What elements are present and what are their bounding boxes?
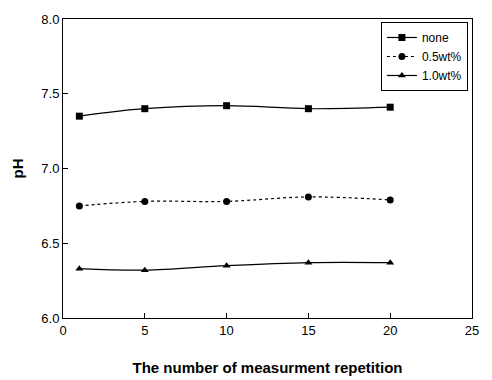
svg-text:25: 25 <box>465 323 479 338</box>
svg-text:none: none <box>422 31 449 45</box>
svg-text:15: 15 <box>301 323 315 338</box>
svg-text:6.0: 6.0 <box>41 311 59 326</box>
svg-text:0: 0 <box>59 323 66 338</box>
svg-text:5: 5 <box>141 323 148 338</box>
svg-text:7.0: 7.0 <box>41 161 59 176</box>
svg-text:6.5: 6.5 <box>41 236 59 251</box>
svg-text:8.0: 8.0 <box>41 12 59 27</box>
svg-text:7.5: 7.5 <box>41 86 59 101</box>
svg-text:1.0wt%: 1.0wt% <box>422 69 462 83</box>
svg-text:0.5wt%: 0.5wt% <box>422 50 462 64</box>
svg-text:20: 20 <box>383 323 397 338</box>
svg-text:pH: pH <box>9 159 26 179</box>
svg-text:The number of measurment repet: The number of measurment repetition <box>132 359 402 376</box>
svg-text:10: 10 <box>219 323 233 338</box>
